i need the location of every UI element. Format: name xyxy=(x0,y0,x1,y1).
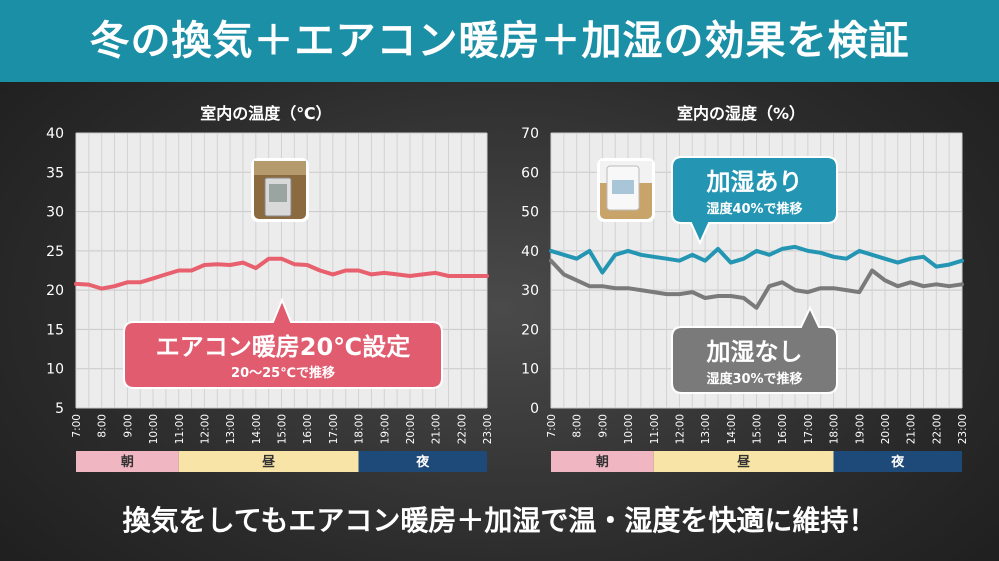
period-label: 夜 xyxy=(890,454,905,470)
humidity-chart-title: 室内の湿度（%） xyxy=(676,104,806,123)
thermometer-photo-icon xyxy=(251,158,309,222)
period-band xyxy=(833,451,962,472)
period-band xyxy=(358,451,487,472)
y-tick-label: 70 xyxy=(521,126,539,142)
x-tick-label: 8:00 xyxy=(572,414,584,438)
humidity-chart: 0 10 20 30 40 50 60 70 7:00 8:00 9:00 10:00 11:00 12:… xyxy=(521,126,969,472)
y-tick-label: 20 xyxy=(46,283,64,299)
y-tick-label: 50 xyxy=(521,205,539,221)
y-tick-label: 40 xyxy=(521,244,539,260)
footer-message: 換気をしてもエアコン暖房＋加湿で温・湿度を快適に維持！ xyxy=(122,504,877,537)
series-line xyxy=(549,258,964,310)
x-tick-label: 17:00 xyxy=(328,414,340,444)
humidifier-window xyxy=(612,180,634,194)
page-title: 冬の換気＋エアコン暖房＋加湿の効果を検証 xyxy=(89,18,910,64)
y-tick-label: 30 xyxy=(46,205,64,221)
x-tick-label: 11:00 xyxy=(649,414,661,444)
x-tick-label: 13:00 xyxy=(700,414,712,444)
y-tick-label: 5 xyxy=(55,401,64,417)
x-tick-label: 13:00 xyxy=(225,414,237,444)
x-tick-label: 12:00 xyxy=(674,414,686,444)
period-label: 夜 xyxy=(415,454,430,470)
x-tick-label: 20:00 xyxy=(880,414,892,444)
y-tick-label: 10 xyxy=(521,362,539,378)
period-label: 朝 xyxy=(596,454,609,470)
period-band xyxy=(178,451,359,472)
y-tick-label: 40 xyxy=(46,126,64,142)
humidifier-photo-icon xyxy=(597,158,655,222)
x-tick-label: 15:00 xyxy=(752,414,764,444)
series-line xyxy=(549,244,964,275)
y-tick-label: 60 xyxy=(521,165,539,181)
x-tick-label: 16:00 xyxy=(777,414,789,444)
x-tick-label: 9:00 xyxy=(597,414,609,438)
y-tick-label: 0 xyxy=(530,401,539,417)
humid-off-callout-subtitle: 湿度30%で推移 xyxy=(706,371,802,387)
x-tick-label: 16:00 xyxy=(302,414,314,444)
period-band xyxy=(551,451,654,472)
x-tick-label: 18:00 xyxy=(354,414,366,444)
x-tick-label: 22:00 xyxy=(931,414,943,444)
x-tick-label: 9:00 xyxy=(122,414,134,438)
humid-on-callout-box xyxy=(671,156,838,246)
period-band xyxy=(653,451,834,472)
x-tick-label: 7:00 xyxy=(546,414,558,438)
y-tick-label: 35 xyxy=(46,165,64,181)
x-tick-label: 19:00 xyxy=(379,414,391,444)
x-tick-label: 14:00 xyxy=(726,414,738,444)
x-tick-label: 18:00 xyxy=(829,414,841,444)
humid-on-callout-title: 加湿あり xyxy=(707,168,803,196)
y-tick-label: 30 xyxy=(521,283,539,299)
period-label: 昼 xyxy=(737,454,750,470)
humid-off-callout-box xyxy=(671,305,838,394)
temp-callout-title: エアコン暖房20℃設定 xyxy=(156,333,410,361)
x-tick-label: 15:00 xyxy=(277,414,289,444)
temperature-chart: 5 10 15 20 25 30 35 40 7:00 8:00 9:00 10:00 11:00 12:… xyxy=(46,126,494,472)
y-tick-label: 15 xyxy=(46,322,64,338)
x-tick-label: 23:00 xyxy=(482,414,494,444)
y-tick-label: 10 xyxy=(46,362,64,378)
x-tick-label: 12:00 xyxy=(199,414,211,444)
humid-on-callout-subtitle: 湿度40%で推移 xyxy=(706,201,802,217)
series-line xyxy=(74,256,489,291)
period-band xyxy=(76,451,179,472)
x-tick-label: 7:00 xyxy=(71,414,83,438)
x-tick-label: 23:00 xyxy=(957,414,969,444)
thermometer-display xyxy=(269,184,287,202)
x-tick-label: 19:00 xyxy=(854,414,866,444)
humid-off-callout-title: 加湿なし xyxy=(707,338,803,366)
x-tick-label: 20:00 xyxy=(405,414,417,444)
x-tick-label: 11:00 xyxy=(174,414,186,444)
x-tick-label: 22:00 xyxy=(456,414,468,444)
y-tick-label: 20 xyxy=(521,322,539,338)
period-label: 昼 xyxy=(262,454,275,470)
x-tick-label: 10:00 xyxy=(623,414,635,444)
x-tick-label: 8:00 xyxy=(97,414,109,438)
title-banner xyxy=(0,0,999,82)
x-tick-label: 21:00 xyxy=(431,414,443,444)
x-tick-label: 21:00 xyxy=(906,414,918,444)
temperature-chart-title: 室内の温度（℃） xyxy=(200,104,332,123)
x-tick-label: 17:00 xyxy=(803,414,815,444)
photo-shelf xyxy=(254,161,306,175)
x-tick-label: 14:00 xyxy=(251,414,263,444)
temp-callout-subtitle: 20～25℃で推移 xyxy=(231,365,335,381)
y-tick-label: 25 xyxy=(46,244,64,260)
temp-callout-box xyxy=(123,297,443,389)
x-tick-label: 10:00 xyxy=(148,414,160,444)
period-label: 朝 xyxy=(121,454,134,470)
